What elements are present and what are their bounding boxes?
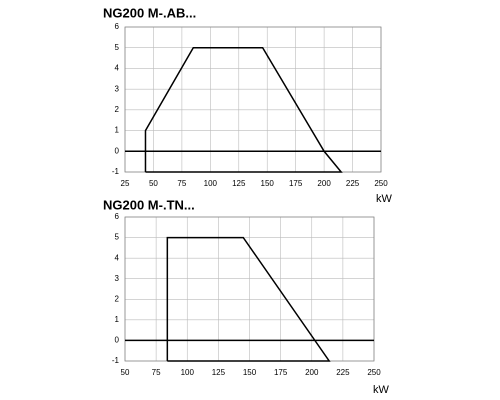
x-tick-label: 200 (305, 368, 319, 377)
data-line (144, 46, 343, 173)
x-tick-label: 50 (121, 368, 130, 377)
x-tick-label: 225 (336, 368, 350, 377)
x-tick-label: 75 (177, 179, 186, 188)
chart-title: NG200 M-.TN... (103, 197, 195, 212)
x-tick-label: 125 (232, 179, 246, 188)
x-axis-label: kW (373, 384, 390, 396)
y-tick-label: 0 (115, 146, 120, 155)
x-tick-label: 50 (149, 179, 158, 188)
x-tick-label: 75 (152, 368, 161, 377)
y-tick-label: 5 (115, 43, 120, 52)
x-tick-label: 175 (274, 368, 288, 377)
chart-title: NG200 M-.AB... (103, 5, 196, 20)
x-tick-label: 125 (212, 368, 226, 377)
x-tick-label: 25 (121, 179, 130, 188)
x-tick-label: 175 (289, 179, 303, 188)
x-tick-label: 200 (317, 179, 331, 188)
y-tick-label: 6 (115, 212, 120, 221)
x-tick-label: 150 (243, 368, 257, 377)
y-tick-label: 6 (115, 22, 120, 31)
y-tick-label: 3 (115, 84, 120, 93)
y-tick-label: 2 (115, 294, 120, 303)
x-tick-label: 100 (181, 368, 195, 377)
x-tick-label: 250 (374, 179, 388, 188)
y-tick-label: 1 (115, 315, 120, 324)
data-line (166, 236, 331, 362)
y-tick-label: -1 (112, 356, 120, 365)
x-tick-label: 250 (367, 368, 381, 377)
y-tick-label: 0 (115, 336, 120, 345)
y-tick-label: 4 (115, 253, 120, 262)
y-tick-label: -1 (112, 167, 120, 176)
x-tick-label: 100 (204, 179, 218, 188)
y-tick-label: 3 (115, 274, 120, 283)
y-tick-label: 2 (115, 105, 120, 114)
x-tick-label: 225 (346, 179, 360, 188)
y-tick-label: 4 (115, 64, 120, 73)
x-axis-label: kW (376, 193, 393, 205)
y-tick-label: 5 (115, 233, 120, 242)
y-tick-label: 1 (115, 126, 120, 135)
x-tick-label: 150 (261, 179, 275, 188)
